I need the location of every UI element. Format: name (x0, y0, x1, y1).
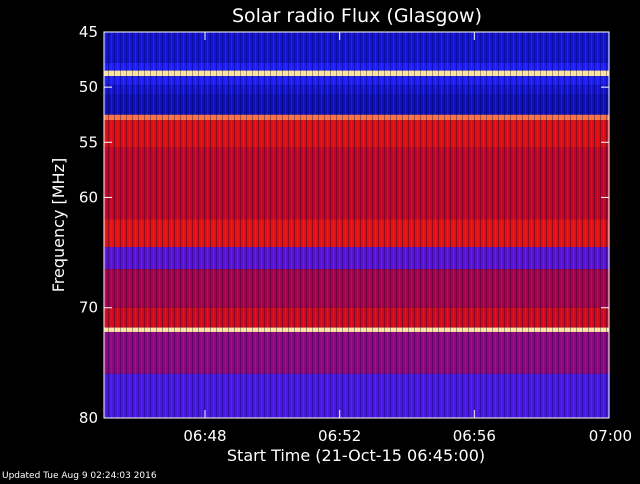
x-axis-title: Start Time (21-Oct-15 06:45:00) (227, 446, 485, 465)
y-tick-label-45: 45 (79, 23, 98, 41)
heatmap-texture (104, 32, 609, 418)
heatmap-plot-area (104, 32, 609, 418)
x-tick-label-1: 06:52 (318, 427, 361, 445)
x-tick-label-2: 06:56 (453, 427, 496, 445)
y-tick-label-55: 55 (79, 133, 98, 151)
y-axis-title: Frequency [MHz] (49, 158, 68, 292)
y-tick-label-70: 70 (79, 299, 98, 317)
y-tick-label-60: 60 (79, 188, 98, 206)
y-tick-label-50: 50 (79, 78, 98, 96)
updated-timestamp: Updated Tue Aug 9 02:24:03 2016 (2, 471, 157, 480)
x-axis-ticks: 06:48 06:52 06:56 07:00 (183, 32, 632, 445)
y-tick-label-80: 80 (79, 409, 98, 427)
x-tick-label-0: 06:48 (183, 427, 226, 445)
x-tick-label-3: 07:00 (589, 427, 632, 445)
chart-title: Solar radio Flux (Glasgow) (232, 5, 482, 27)
y-axis-ticks: 45 50 55 60 70 80 (79, 23, 609, 427)
plot-frame (103, 31, 610, 419)
